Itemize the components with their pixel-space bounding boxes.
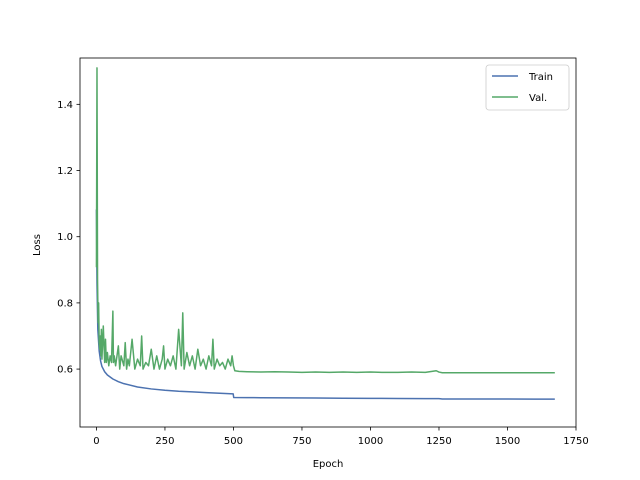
x-tick-label: 250 <box>155 436 174 447</box>
x-tick-label: 750 <box>292 436 311 447</box>
y-tick-label: 1.4 <box>57 100 73 111</box>
legend-label-train: Train <box>528 72 553 83</box>
legend-box <box>485 64 570 111</box>
y-tick-label: 1.2 <box>57 166 73 177</box>
y-tick-label: 0.8 <box>57 298 73 309</box>
y-axis-label: Loss <box>32 234 43 256</box>
x-tick-label: 500 <box>224 436 243 447</box>
series-line-val <box>95 67 555 374</box>
plot-frame <box>79 57 577 428</box>
x-axis-ticks: 0 250 500 750 1000 1250 1500 1750 <box>93 427 589 447</box>
y-axis-ticks: 0.6 0.8 1.0 1.2 1.4 <box>57 100 80 376</box>
y-tick-label: 1.0 <box>57 232 73 243</box>
x-tick-label: 1500 <box>495 436 520 447</box>
series-layer <box>95 67 555 400</box>
legend-label-val: Val. <box>529 93 547 104</box>
series-line-train <box>95 209 555 400</box>
legend: Train Val. <box>485 64 570 111</box>
x-tick-label: 1250 <box>426 436 451 447</box>
x-tick-label: 1000 <box>358 436 383 447</box>
x-tick-label: 0 <box>93 436 99 447</box>
x-tick-label: 1750 <box>563 436 588 447</box>
x-axis-label: Epoch <box>313 459 344 470</box>
y-tick-label: 0.6 <box>57 365 73 376</box>
